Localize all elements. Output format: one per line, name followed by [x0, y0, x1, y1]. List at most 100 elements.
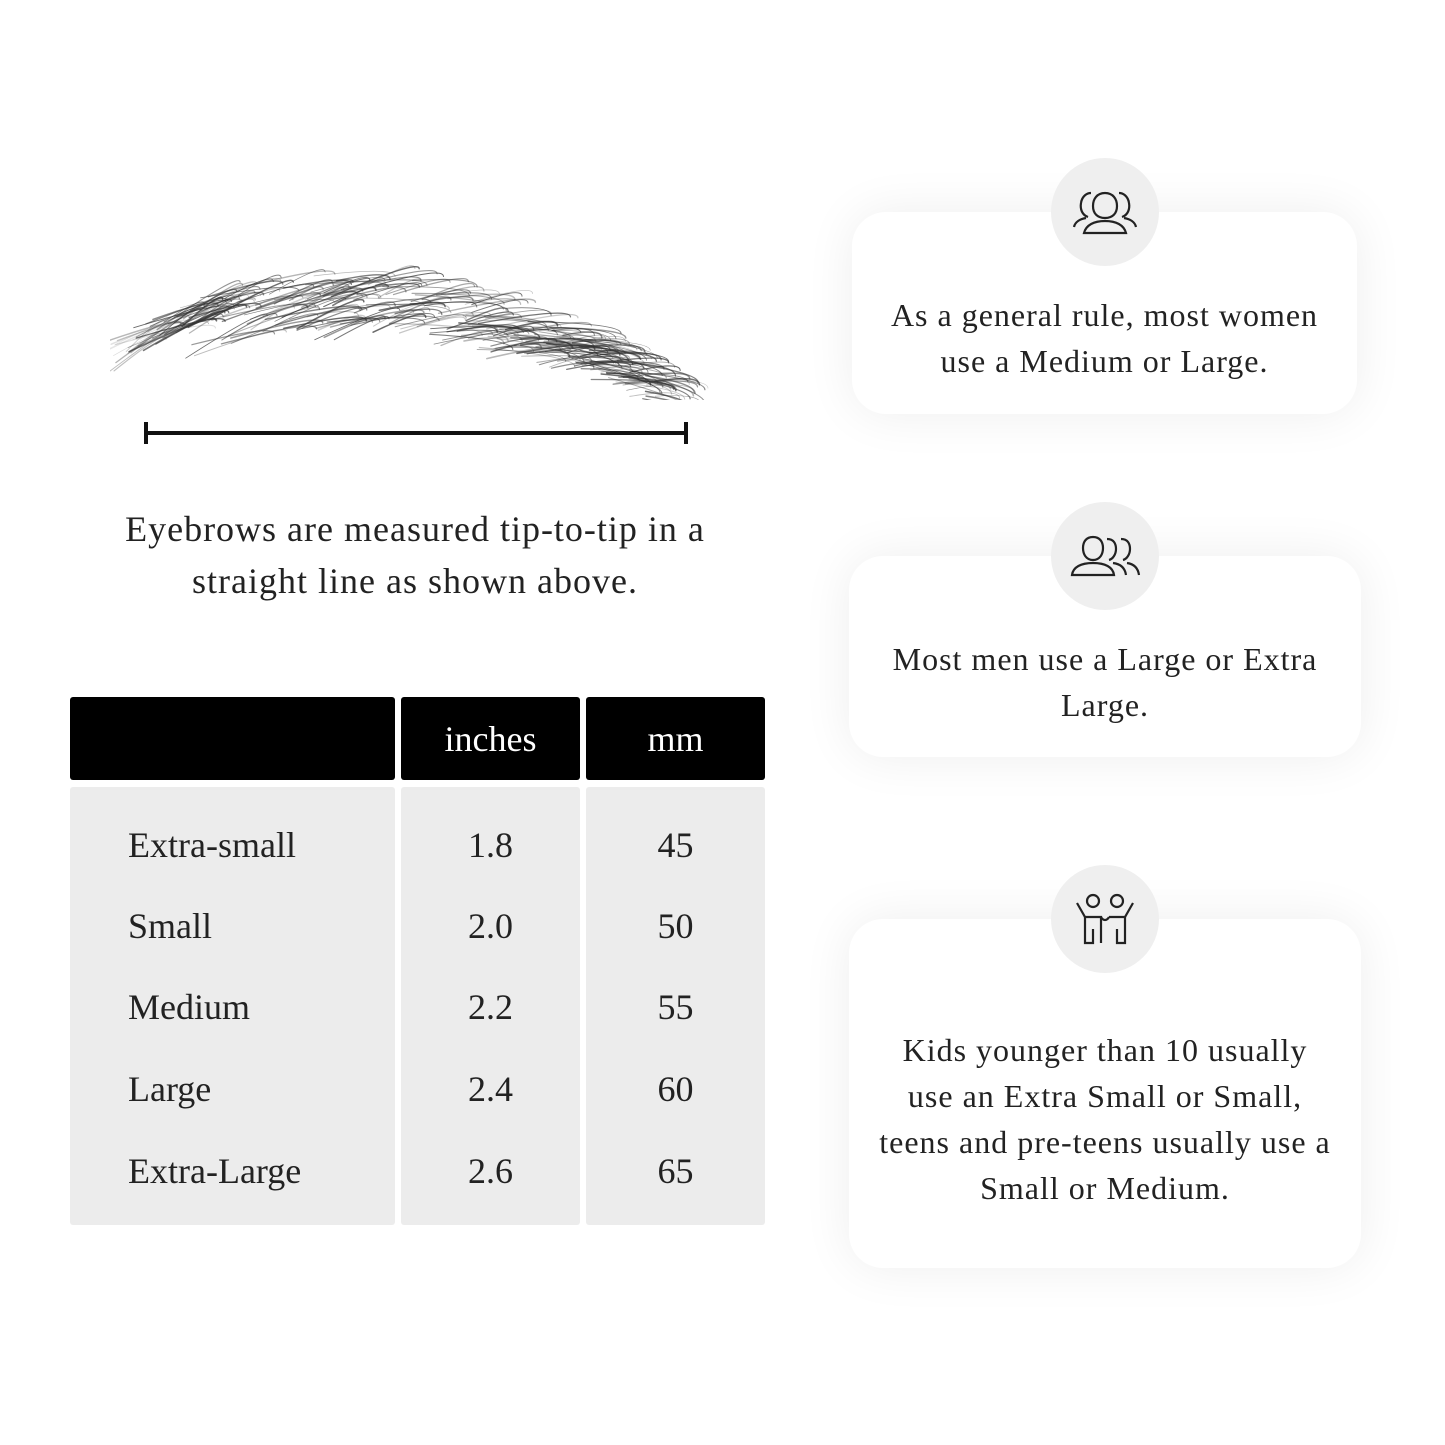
eyebrow-hair	[424, 301, 478, 308]
eyebrow-hair	[566, 361, 632, 371]
eyebrow-hair	[334, 293, 382, 303]
eyebrow-hair	[262, 297, 347, 332]
kids-card-text: Kids younger than 10 usually use an Extr…	[879, 1031, 1331, 1206]
eyebrow-hair	[306, 283, 350, 300]
eyebrow-hair	[527, 320, 622, 334]
eyebrow-hair	[328, 297, 425, 307]
eyebrow-hair	[366, 302, 451, 310]
eyebrow-hair	[569, 359, 640, 382]
women-card: As a general rule, most women use a Medi…	[852, 212, 1357, 414]
eyebrow-hair	[313, 270, 396, 277]
eyebrow-hair	[222, 303, 308, 318]
eyebrow-hair	[220, 325, 318, 345]
eyebrow-hair	[571, 338, 630, 345]
eyebrow-hair	[191, 330, 276, 346]
eyebrow-hair	[463, 337, 505, 345]
kids-icon-circle	[1051, 865, 1159, 973]
mm-value: 45	[657, 825, 694, 865]
eyebrow-hair	[607, 377, 679, 400]
eyebrow-hair	[467, 313, 522, 326]
eyebrow-hair	[221, 292, 321, 323]
men-card-text: Most men use a Large or Extra Large.	[892, 640, 1318, 723]
eyebrow-hair	[149, 299, 227, 327]
kids-icon	[1076, 893, 1134, 945]
header-inches: inches	[401, 697, 580, 780]
eyebrow-hair	[230, 319, 324, 339]
eyebrow-hair	[579, 336, 626, 342]
eyebrow-hair	[506, 346, 570, 358]
measurement-caption: Eyebrows are measured tip-to-tip in a st…	[125, 509, 705, 601]
eyebrow-hair	[622, 372, 691, 380]
eyebrow-hair	[644, 390, 683, 400]
eyebrow-hair	[580, 367, 640, 380]
eyebrow-hair	[600, 368, 641, 376]
eyebrow-hair	[152, 303, 240, 339]
eyebrow-hair	[262, 286, 345, 317]
eyebrow-hair	[296, 298, 365, 330]
eyebrow-hair	[114, 315, 186, 346]
women-icon-circle	[1051, 158, 1159, 266]
eyebrow-hair	[171, 298, 243, 320]
eyebrow-hair	[471, 299, 529, 313]
eyebrow-hair	[373, 309, 414, 327]
eyebrow-hair	[301, 317, 381, 330]
eyebrow-hair	[442, 327, 531, 341]
eyebrow-hair	[323, 277, 371, 294]
measurement-line	[144, 422, 688, 444]
eyebrow-hair	[493, 345, 535, 353]
eyebrow-hair	[411, 292, 505, 305]
inches-value: 2.6	[468, 1151, 513, 1191]
eyebrow-hair	[211, 296, 294, 322]
eyebrow-hair	[490, 337, 558, 353]
eyebrow-hair	[629, 365, 681, 373]
eyebrow-hair	[156, 280, 241, 330]
eyebrow-hair	[221, 312, 278, 341]
eyebrow-hair	[250, 305, 295, 331]
eyebrow-hair	[471, 292, 523, 306]
kids-card: Kids younger than 10 usually use an Extr…	[849, 919, 1361, 1268]
eyebrow-hair	[388, 322, 483, 336]
eyebrow-hair	[283, 279, 353, 289]
eyebrow-hair	[414, 294, 508, 312]
eyebrow-hair	[249, 303, 316, 320]
eyebrow-hair	[430, 325, 524, 333]
eyebrow-hair	[567, 345, 617, 352]
eyebrow-hair	[538, 331, 623, 355]
eyebrow-hair	[465, 314, 548, 328]
eyebrow-hair	[394, 314, 467, 328]
eyebrow-hair	[310, 277, 386, 293]
eyebrow-hair	[330, 266, 420, 298]
size-label: Extra-Large	[128, 1151, 302, 1191]
eyebrow-hair	[550, 362, 595, 369]
eyebrow-hair	[536, 353, 630, 363]
mm-column	[586, 787, 765, 1225]
eyebrow-hair	[127, 308, 196, 355]
eyebrow-hair	[187, 303, 248, 329]
eyebrow-hair	[269, 269, 326, 295]
inches-value: 2.2	[468, 987, 513, 1027]
eyebrow-hair	[207, 280, 284, 298]
eyebrow-hair	[410, 289, 472, 303]
eyebrow-hair	[353, 301, 396, 314]
eyebrow-hair	[350, 312, 435, 326]
eyebrow-hair	[353, 282, 423, 301]
eyebrow-hair	[556, 334, 597, 343]
eyebrow-illustration	[110, 265, 709, 400]
eyebrow-hair	[367, 265, 416, 286]
eyebrow-hair	[329, 309, 425, 328]
eyebrow-hair	[292, 287, 364, 306]
eyebrow-hair	[429, 329, 509, 337]
eyebrow-hair	[421, 289, 500, 299]
eyebrow-hair	[645, 374, 696, 395]
eyebrow-hair	[429, 333, 514, 350]
eyebrow-hair	[152, 302, 219, 321]
eyebrow-hair	[274, 306, 361, 326]
eyebrow-hair	[255, 279, 354, 310]
size-label: Extra-small	[128, 825, 296, 865]
eyebrow-hair	[332, 279, 428, 286]
eyebrow-hair	[576, 338, 658, 359]
eyebrow-hair	[167, 303, 235, 325]
eyebrow-hair	[224, 278, 274, 299]
eyebrow-hair	[546, 342, 642, 361]
eyebrow-hair	[562, 331, 603, 339]
